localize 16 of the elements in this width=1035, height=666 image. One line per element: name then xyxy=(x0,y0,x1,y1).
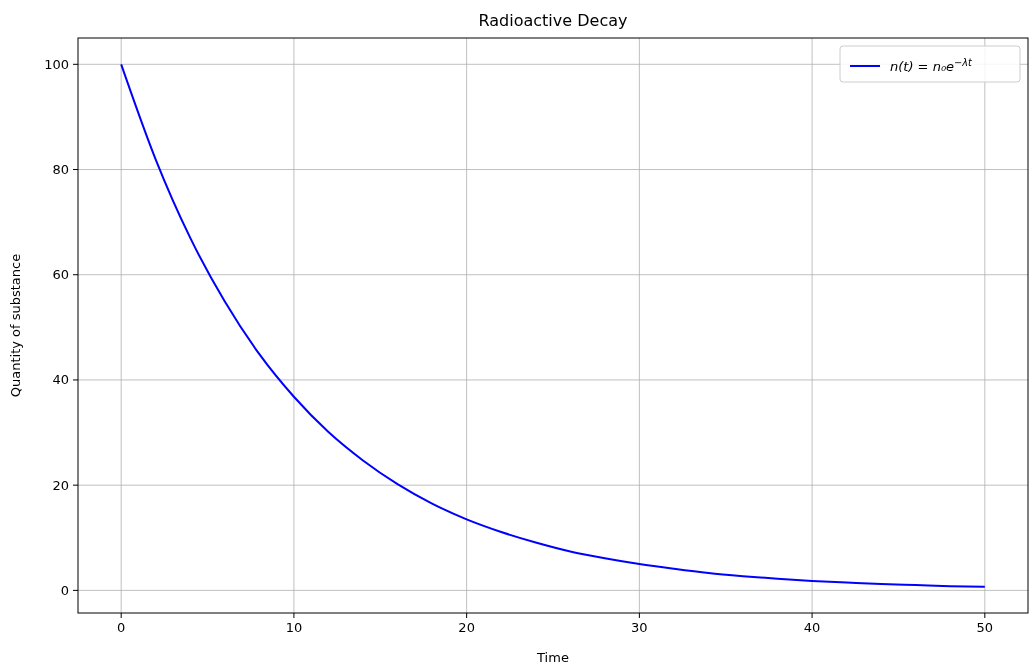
chart-title: Radioactive Decay xyxy=(478,11,628,30)
legend-label: n(t) = n₀e$^{−λt}$ xyxy=(890,56,974,74)
x-axis-title: Time xyxy=(536,650,569,665)
y-tick-label: 80 xyxy=(52,162,69,178)
x-tick-label: 20 xyxy=(458,620,475,635)
y-tick-label: 40 xyxy=(52,372,69,388)
x-tick-label: 0 xyxy=(117,620,126,635)
y-tick-label: 0 xyxy=(60,582,69,598)
y-tick-label: 60 xyxy=(52,267,69,283)
x-tick-label: 50 xyxy=(976,620,994,635)
y-tick-label: 20 xyxy=(52,477,69,493)
y-tick-label: 100 xyxy=(44,56,69,72)
x-tick-label: 10 xyxy=(285,620,303,635)
x-tick-label: 30 xyxy=(631,620,648,635)
y-axis-title: Quantity of substance xyxy=(8,253,23,398)
x-tick-label: 40 xyxy=(803,620,821,635)
